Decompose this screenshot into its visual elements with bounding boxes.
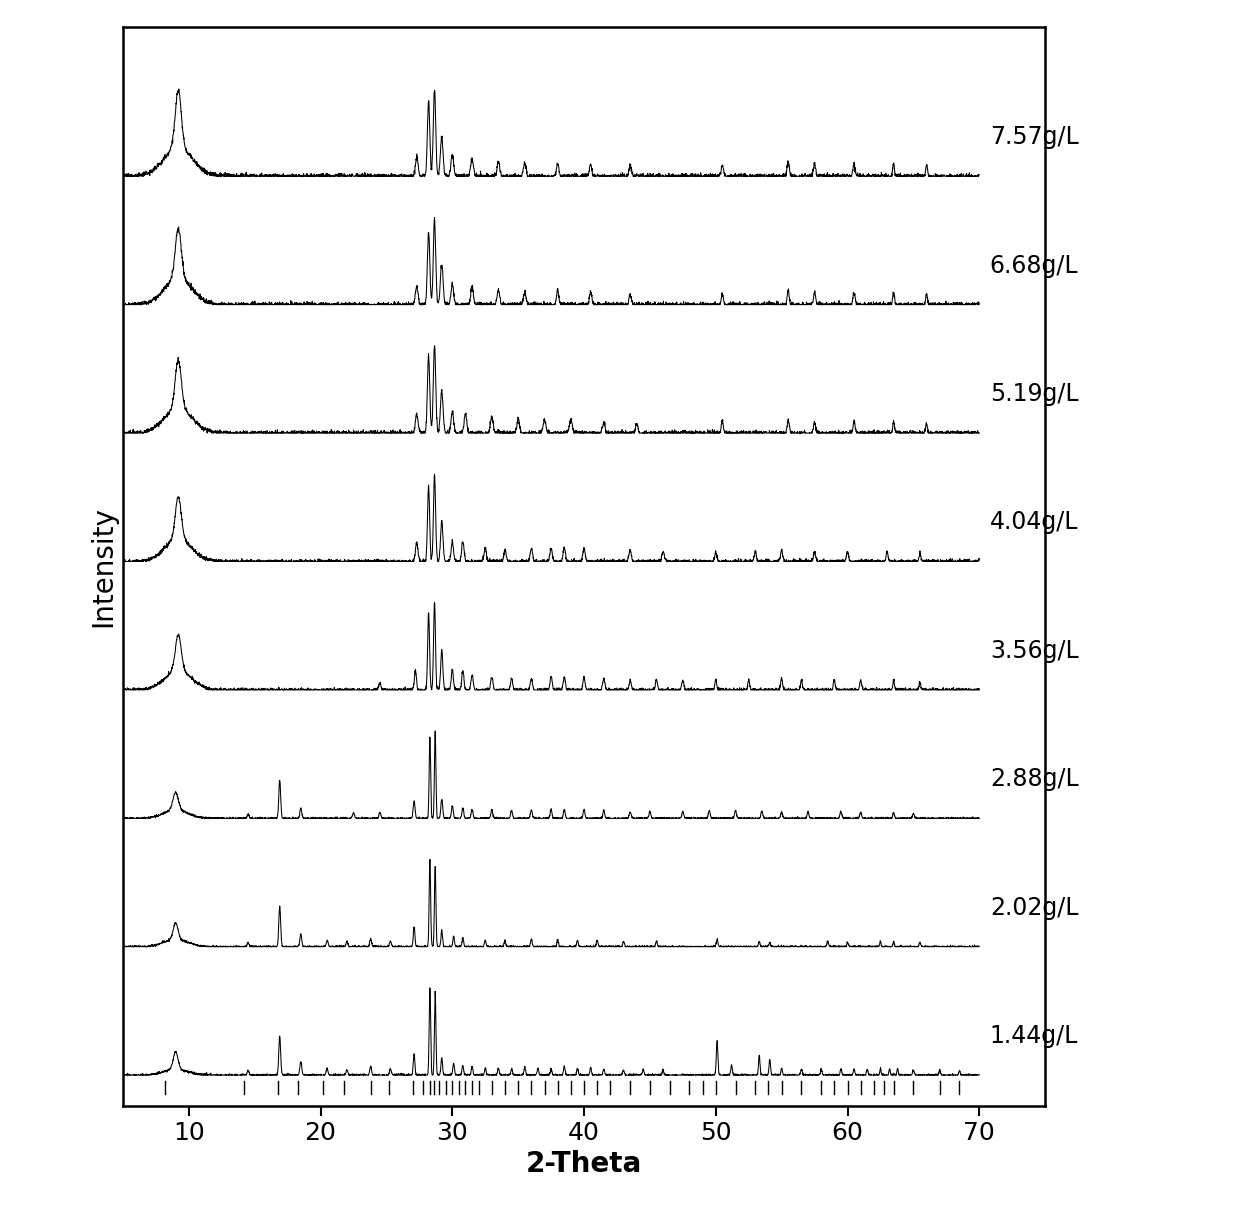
Y-axis label: Intensity: Intensity [89, 507, 118, 627]
X-axis label: 2-Theta: 2-Theta [526, 1150, 642, 1178]
Text: 5.19g/L: 5.19g/L [990, 383, 1079, 406]
Text: 3.56g/L: 3.56g/L [990, 638, 1079, 663]
Text: 6.68g/L: 6.68g/L [990, 253, 1079, 278]
Text: 2.88g/L: 2.88g/L [990, 768, 1079, 791]
Text: 1.44g/L: 1.44g/L [990, 1025, 1078, 1048]
Text: 4.04g/L: 4.04g/L [990, 510, 1079, 535]
Text: 7.57g/L: 7.57g/L [990, 125, 1079, 149]
Text: 2.02g/L: 2.02g/L [990, 895, 1079, 920]
